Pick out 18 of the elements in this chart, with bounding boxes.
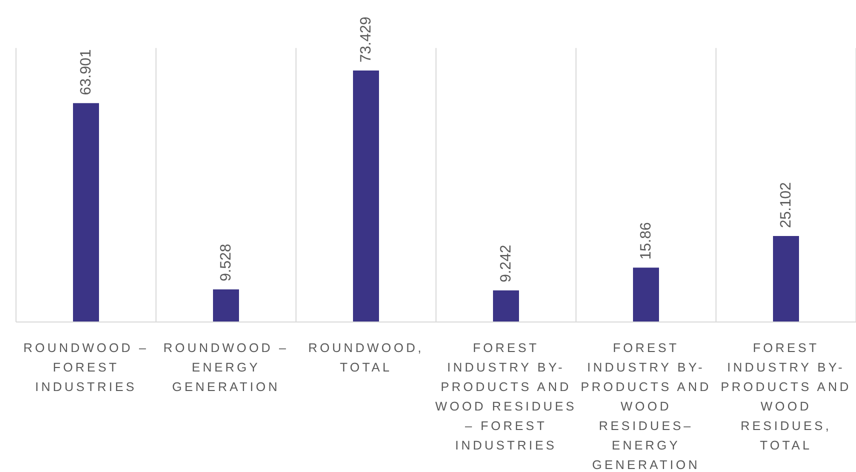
bar (213, 289, 239, 322)
data-label: 63.901 (78, 49, 94, 96)
bar (353, 70, 379, 322)
bar (73, 103, 99, 322)
data-label: 9.242 (498, 244, 514, 282)
bar (493, 290, 519, 322)
bar (773, 236, 799, 322)
x-tick-label: FOREST INDUSTRY BY-PRODUCTS AND WOOD RESIDUES – FOREST INDUSTRIES (435, 341, 577, 452)
bar (633, 268, 659, 322)
x-tick-label: FOREST INDUSTRY BY-PRODUCTS AND WOOD RESIDUES, TOTAL (720, 341, 852, 452)
data-label: 15.86 (638, 222, 654, 260)
data-label: 73.429 (358, 16, 374, 63)
data-label: 9.528 (218, 244, 234, 282)
x-tick-label: ROUNDWOOD – FOREST INDUSTRIES (23, 341, 149, 394)
x-tick-label: ROUNDWOOD – ENERGY GENERATION (163, 341, 289, 394)
data-label: 25.102 (778, 182, 794, 228)
x-tick-label: FOREST INDUSTRY BY-PRODUCTS AND WOOD RESIDUES– ENERGY GENERATION (580, 341, 712, 472)
x-tick-label: ROUNDWOOD, TOTAL (308, 341, 424, 374)
